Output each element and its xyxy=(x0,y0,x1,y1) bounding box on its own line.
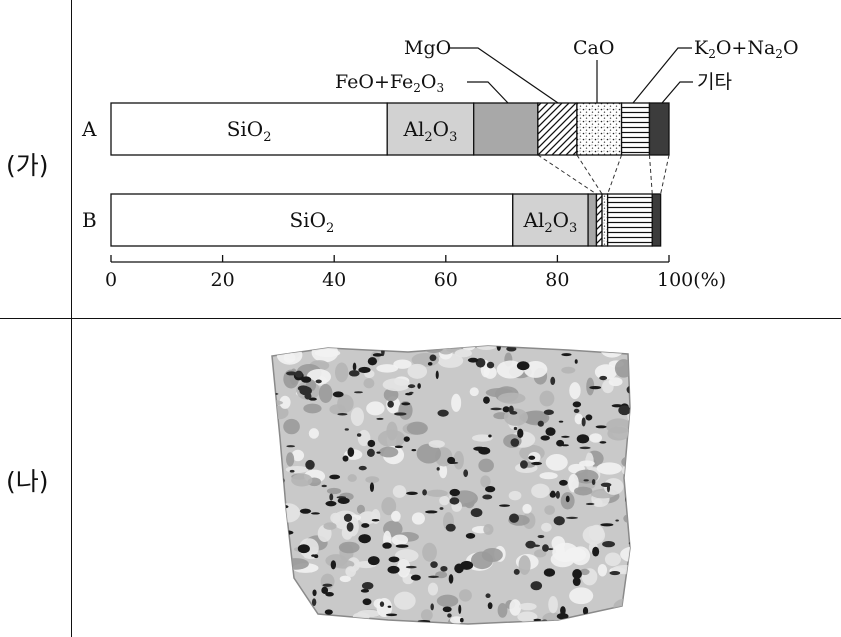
tick-label: 60 xyxy=(434,269,458,291)
bar-a-기타 xyxy=(648,102,670,156)
tick-label: 40 xyxy=(322,269,346,291)
connector-line xyxy=(607,154,623,195)
label-feo-fe2o3: FeO+Fe2O3 xyxy=(335,71,444,95)
bar-label-a-al2o3: Al2O3 xyxy=(403,117,458,145)
bar-a-feo-fe2o3 xyxy=(473,102,539,156)
bar-b-mgo xyxy=(595,193,603,247)
horizontal-divider xyxy=(0,318,841,319)
tick-label: 100(%) xyxy=(657,269,726,291)
tick-label: 20 xyxy=(211,269,235,291)
bar-label-b-al2o3: Al2O3 xyxy=(523,208,578,236)
connector-line xyxy=(660,154,670,195)
label-k2o-na2o: K2O+Na2O xyxy=(694,37,799,61)
bar-a-al2o3 xyxy=(386,102,475,156)
row-label-na: (나) xyxy=(6,467,49,496)
label-mgo: MgO xyxy=(404,37,451,59)
composition-chart: MgO CaO K2O+Na2O FeO+Fe2O3 기타 A B SiO2 Al2O… xyxy=(81,37,799,291)
bar-a-cao xyxy=(576,102,623,156)
x-axis: 0 20 40 60 80 100(%) xyxy=(105,255,726,291)
leader-mgo xyxy=(450,47,559,104)
bar-label-b-sio2: SiO2 xyxy=(289,208,334,236)
rock-photo xyxy=(271,345,631,625)
bar-b-cao xyxy=(601,193,609,247)
bar-label-a-sio2: SiO2 xyxy=(227,117,272,145)
bar-a-mgo xyxy=(537,102,578,156)
bars-group: A B SiO2 Al2O3 SiO2 Al2O3 xyxy=(81,102,670,247)
component-labels: MgO CaO K2O+Na2O FeO+Fe2O3 기타 xyxy=(335,37,799,95)
leader-k2o-na2o xyxy=(632,47,692,104)
bar-a-k2o-na2o xyxy=(620,102,651,156)
category-label-b: B xyxy=(82,208,97,232)
connector-line xyxy=(648,154,653,195)
connector-line xyxy=(537,154,597,195)
label-cao: CaO xyxy=(573,37,614,59)
connector-line xyxy=(576,154,603,195)
bar-b-feo-fe2o3 xyxy=(587,193,598,247)
bar-a-sio2 xyxy=(110,102,388,156)
tick-label: 80 xyxy=(545,269,569,291)
category-label-a: A xyxy=(81,117,97,141)
leader-etc xyxy=(661,81,693,104)
leader-feo-fe2o3 xyxy=(467,81,509,104)
row-label-ga: (가) xyxy=(6,151,49,180)
connector-lines xyxy=(537,154,670,195)
bar-b-k2o-na2o xyxy=(606,193,653,247)
leader-lines xyxy=(450,47,693,104)
bar-b-기타 xyxy=(651,193,662,247)
bar-b-sio2 xyxy=(110,193,514,247)
tick-label: 0 xyxy=(105,269,117,291)
label-etc: 기타 xyxy=(697,71,732,93)
